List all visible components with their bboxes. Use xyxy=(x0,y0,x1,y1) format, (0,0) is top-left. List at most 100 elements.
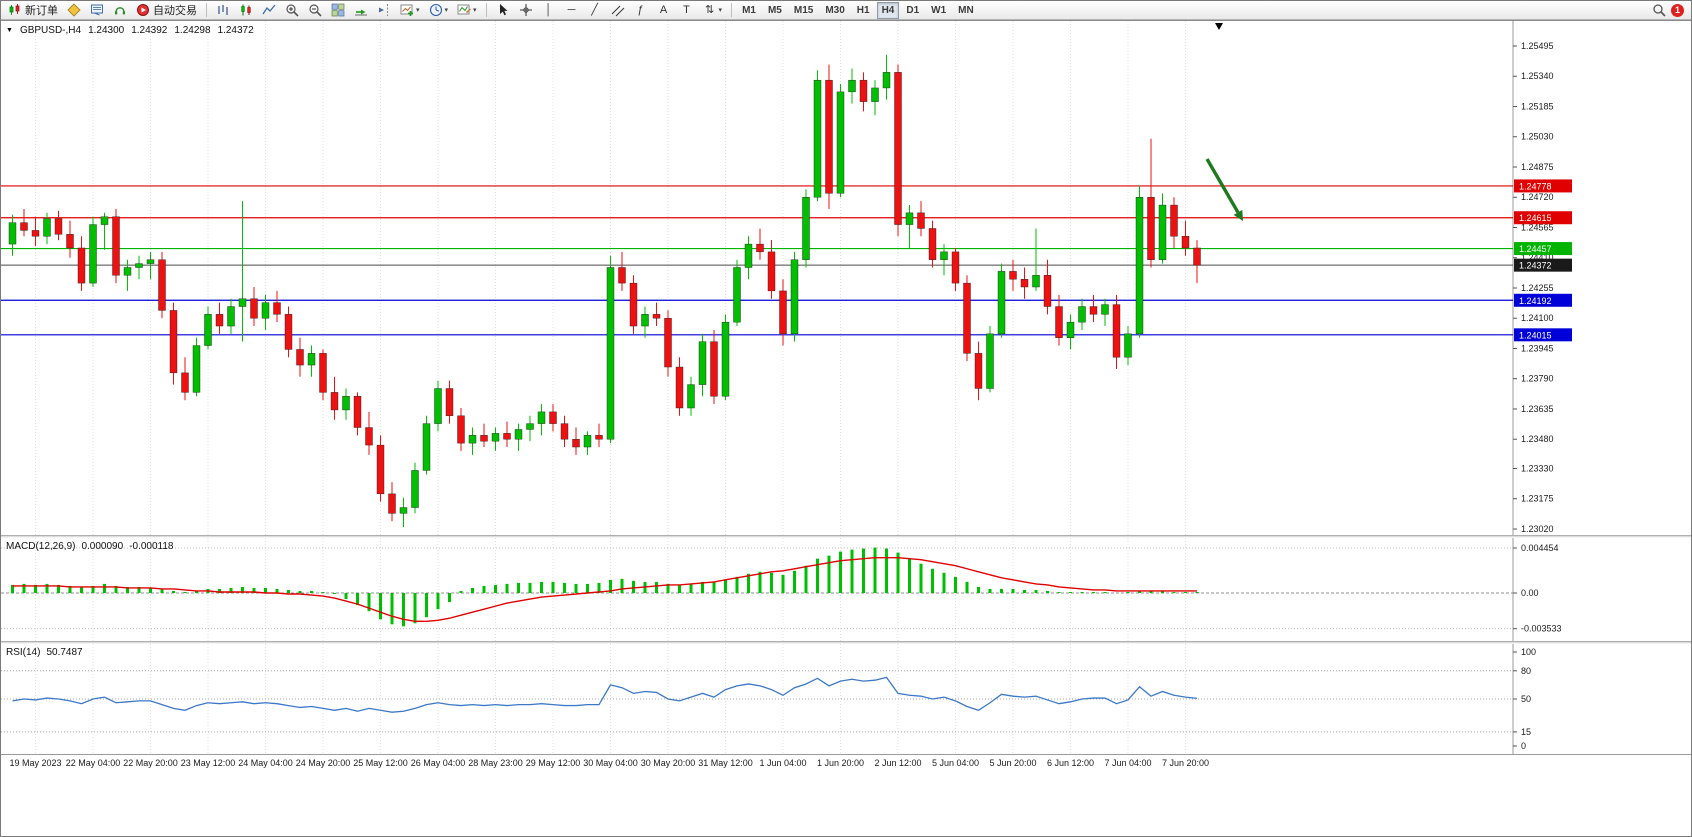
candle-body xyxy=(894,72,902,225)
date-label: 23 May 12:00 xyxy=(180,758,236,768)
candle-body xyxy=(54,218,63,235)
macd-axis-label: 0.004454 xyxy=(1521,543,1559,553)
price-axis-label: 1.23635 xyxy=(1521,404,1554,414)
indicators-button[interactable]: ▾ xyxy=(396,2,424,19)
date-label: 2 Jun 12:00 xyxy=(874,758,922,768)
zoom-out-button[interactable] xyxy=(304,2,326,19)
candle-body xyxy=(1170,204,1178,237)
zoom-in-button[interactable] xyxy=(281,2,303,19)
timeframe-M30[interactable]: M30 xyxy=(820,2,849,19)
time-axis[interactable]: 19 May 2023 22 May 04:00 22 May 20:00 23 Ma… xyxy=(1,754,1691,771)
bar-chart-button[interactable] xyxy=(212,2,234,19)
cursor-button[interactable] xyxy=(492,2,514,19)
toolbar-separator xyxy=(731,3,733,17)
support-button[interactable] xyxy=(109,2,131,19)
text-button[interactable]: A xyxy=(653,2,675,19)
date-label: 6 Jun 12:00 xyxy=(1046,758,1095,768)
auto-scroll-icon xyxy=(355,9,367,16)
chevron-down-icon: ▾ xyxy=(718,7,723,14)
chart-dropdown-icon[interactable]: ▼ xyxy=(6,27,13,34)
tile-windows-button[interactable] xyxy=(327,2,349,19)
price-axis-label: 1.24565 xyxy=(1521,222,1554,232)
navigator-button[interactable] xyxy=(63,2,85,19)
timeframe-toolbar: M1 M5 M15 M30 H1 H4 D1 W1 MN xyxy=(737,1,979,19)
candlestick-chart-button[interactable] xyxy=(235,2,257,19)
candle-body xyxy=(951,251,960,284)
date-label: 1 Jun 20:00 xyxy=(816,758,865,768)
chart-shift-icon xyxy=(379,4,388,16)
timeframe-M5[interactable]: M5 xyxy=(763,2,787,19)
arrows-button[interactable]: ⇅ ▾ xyxy=(699,2,727,19)
crosshair-button[interactable] xyxy=(515,2,537,19)
timeframe-M15[interactable]: M15 xyxy=(789,2,818,19)
candle-body xyxy=(641,314,649,327)
price-axis-label: 1.23945 xyxy=(1521,343,1554,353)
timeframe-H1[interactable]: H1 xyxy=(852,2,875,19)
candle-body xyxy=(342,396,350,411)
toolbar-separator xyxy=(485,3,487,17)
fibonacci-button[interactable]: ƒ xyxy=(630,2,652,19)
indicators-plus-icon xyxy=(400,4,413,16)
chart-shift-button[interactable] xyxy=(373,2,395,19)
vertical-line-button[interactable]: │ xyxy=(538,2,560,19)
ohlc-high: 1.24392 xyxy=(131,25,168,36)
macd-pane[interactable]: 0.004454 0.00 -0.003533 MACD(12,26,9) 0.00… xyxy=(1,538,1691,641)
price-axis-label: 1.25340 xyxy=(1521,71,1554,81)
templates-button[interactable]: ▾ xyxy=(453,2,481,19)
trend-arrow[interactable] xyxy=(1205,158,1240,214)
candle-body xyxy=(813,79,822,198)
timeframe-H4[interactable]: H4 xyxy=(876,1,900,19)
candle-body xyxy=(1009,271,1017,280)
chart-title: ▼ GBPUSD-,H4 1.24300 1.24392 1.24298 1.2… xyxy=(6,25,254,36)
trendline-button[interactable]: ╱ xyxy=(584,2,606,19)
price-axis-label: 1.24720 xyxy=(1521,192,1554,202)
date-label: 22 May 04:00 xyxy=(65,758,121,768)
candle-body xyxy=(802,197,810,260)
price-axis-label: 1.23175 xyxy=(1521,494,1554,504)
candle-body xyxy=(1112,304,1121,358)
auto-scroll-button[interactable] xyxy=(350,2,372,19)
price-badge xyxy=(1514,293,1572,307)
candle-body xyxy=(928,228,937,260)
line-chart-button[interactable] xyxy=(258,2,280,19)
candle-body xyxy=(733,267,741,323)
price-badge xyxy=(1514,242,1572,256)
candle-body xyxy=(158,259,166,311)
chart-window: 1.25495 1.25340 1.25185 1.25030 1.24875 1.247… xyxy=(1,20,1691,771)
macd-axis-label: -0.003533 xyxy=(1521,624,1562,634)
notification-badge[interactable]: 1 xyxy=(1671,3,1684,17)
horizontal-line-button[interactable]: ─ xyxy=(561,2,583,19)
candle-body xyxy=(100,216,109,225)
price-axis-label: 1.24100 xyxy=(1521,313,1554,323)
timeframe-D1[interactable]: D1 xyxy=(901,2,924,19)
date-label: 30 May 04:00 xyxy=(583,758,638,768)
candle-body xyxy=(790,259,799,335)
candle-body xyxy=(146,259,155,264)
candle-body xyxy=(330,392,339,411)
pane-separator[interactable] xyxy=(1,641,1691,644)
clock-icon xyxy=(429,3,442,17)
ohlc-open: 1.24300 xyxy=(88,25,125,36)
candle-body xyxy=(1135,197,1144,335)
new-order-button[interactable]: 新订单 xyxy=(4,2,62,19)
candle-body xyxy=(1078,306,1086,323)
candle-body xyxy=(1124,333,1132,358)
label-button[interactable]: T xyxy=(676,2,698,19)
toolbar: 新订单 自动交易 xyxy=(1,1,1691,20)
market-watch-button[interactable] xyxy=(86,2,108,19)
zoom-out-icon xyxy=(309,4,322,17)
timeframe-MN[interactable]: MN xyxy=(953,2,979,19)
main-chart-pane[interactable]: 1.25495 1.25340 1.25185 1.25030 1.24875 1.247… xyxy=(1,21,1691,535)
date-label: 22 May 20:00 xyxy=(123,758,178,768)
candle-body xyxy=(1181,236,1190,249)
auto-trading-button[interactable]: 自动交易 xyxy=(132,2,201,19)
pane-separator[interactable] xyxy=(1,535,1691,538)
search-button[interactable] xyxy=(1648,2,1670,19)
timeframe-W1[interactable]: W1 xyxy=(926,2,951,19)
rsi-pane[interactable]: 100 80 50 15 0 RSI(14) 50.7487 xyxy=(1,644,1691,754)
channel-button[interactable] xyxy=(607,2,629,19)
cursor-icon xyxy=(499,4,508,16)
timeframe-M1[interactable]: M1 xyxy=(737,2,761,19)
periods-button[interactable]: ▾ xyxy=(425,2,453,19)
price-badge xyxy=(1514,211,1572,225)
